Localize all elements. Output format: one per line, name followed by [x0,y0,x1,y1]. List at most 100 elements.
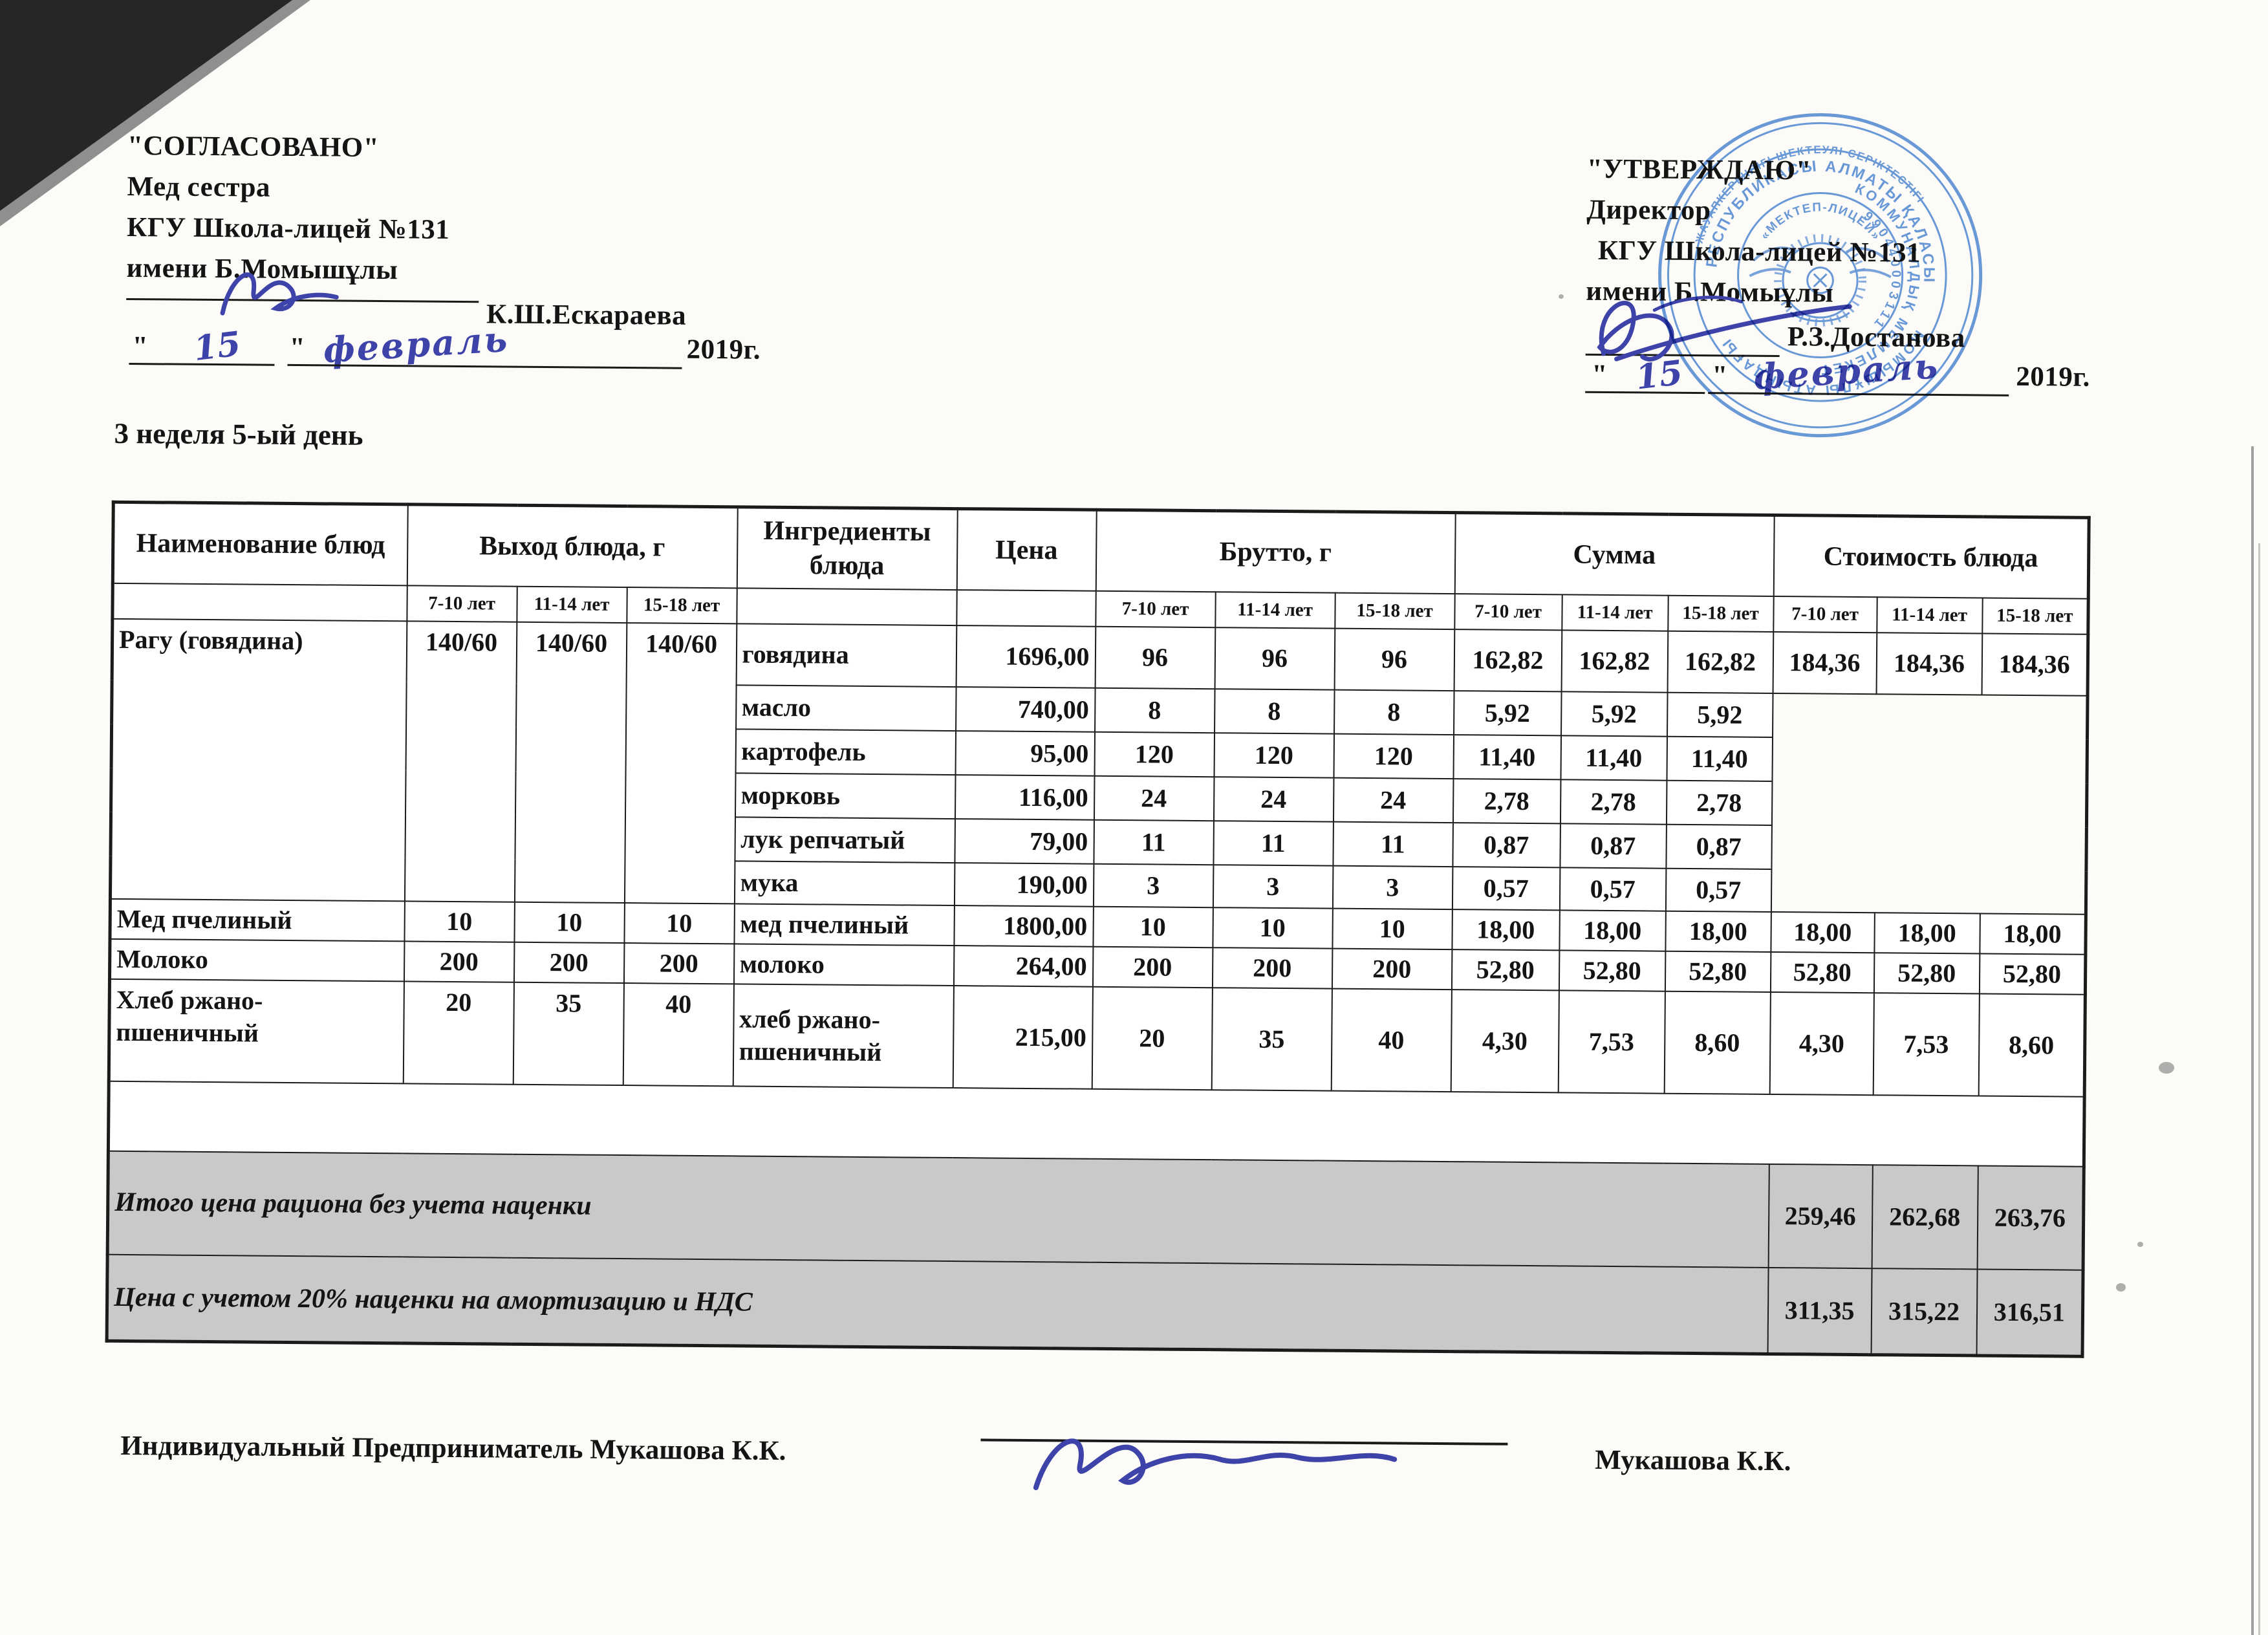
quote-mark: " [289,332,306,363]
age-col-header: 15-18 лет [1334,592,1455,629]
empty-cell [112,583,407,621]
brutto-cell: 120 [1334,733,1454,779]
school-round-stamp: ЖАУАПКЕРШІЛІГІ ШЕКТЕУЛІ СЕРІКТЕСТІГІ РЕС… [1652,107,1983,438]
brutto-cell: 96 [1334,628,1454,691]
column-header-sum: Сумма [1454,512,1775,596]
scan-edge-line [2258,543,2260,1635]
cost-cell: 52,80 [1874,952,1980,994]
price-cell: 190,00 [954,862,1094,907]
cost-cell: 7,53 [1873,992,1980,1096]
sum-cell: 5,92 [1561,691,1668,737]
summary-label: Итого цена рациона без учета наценки [107,1151,1769,1268]
brutto-cell: 11 [1213,820,1334,866]
summary-value: 316,51 [1976,1268,2084,1357]
ingredient-cell: молоко [733,943,954,986]
brutto-cell: 8 [1094,688,1215,733]
brutto-cell: 96 [1095,626,1215,689]
sum-cell: 0,57 [1665,868,1771,912]
brutto-cell: 11 [1332,821,1453,867]
age-col-header: 7-10 лет [1454,593,1562,630]
summary-row-markup: Цена с учетом 20% наценки на амортизацию… [107,1254,2084,1357]
brutto-cell: 3 [1093,863,1213,907]
brutto-cell: 24 [1333,777,1454,823]
price-cell: 79,00 [954,818,1094,864]
summary-value: 311,35 [1767,1267,1872,1355]
ingredient-cell: лук репчатый [734,816,955,863]
output-cell: 140/60 [514,622,627,903]
output-cell: 200 [513,942,624,983]
sum-cell: 0,87 [1665,824,1772,869]
output-cell: 40 [623,982,734,1086]
sum-cell: 0,87 [1559,823,1667,869]
brutto-cell: 200 [1332,948,1452,990]
summary-value: 263,76 [1977,1165,2084,1270]
ingredient-cell: мука [734,860,955,905]
left-handwritten-day: 15 [191,324,243,369]
page-title: 3 неделя 5-ый день [114,417,363,451]
cost-cell: 52,80 [1770,951,1874,993]
sum-cell: 162,82 [1561,629,1668,693]
brutto-cell: 3 [1332,865,1453,909]
ingredient-cell: говядина [736,623,956,687]
summary-label: Цена с учетом 20% наценки на амортизацию… [107,1254,1769,1354]
sum-cell: 0,57 [1559,867,1666,911]
brutto-cell: 200 [1092,946,1213,988]
output-cell: 200 [404,940,514,982]
scan-speck [2116,1283,2126,1292]
age-col-header: 11-14 лет [1561,594,1669,631]
price-cell: 1800,00 [953,905,1094,947]
column-header-dish-name: Наименование блюд [113,502,408,585]
menu-cost-table: Наименование блюд Выход блюда, г Ингреди… [105,500,2091,1358]
scan-speck [1559,294,1564,299]
table-row: Хлеб ржано-пшеничный 20 35 40 хлеб ржано… [109,979,2086,1097]
sum-cell: 2,78 [1666,780,1773,825]
sum-cell: 52,80 [1559,949,1665,991]
entrepreneur-label: Индивидуальный Предприниматель Мукашова … [120,1430,786,1467]
output-cell: 140/60 [624,622,737,904]
ingredient-cell: хлеб ржано-пшеничный [733,983,954,1088]
dish-name-cell: Рагу (говядина) [110,618,407,901]
brutto-cell: 10 [1212,907,1333,949]
quote-mark: " [132,331,149,362]
approval-right-block: "УТВЕРЖДАЮ" Директор КГУ Школа-лицей №13… [3,0,2268,398]
dish-name-cell: Молоко [109,938,404,981]
entrepreneur-name: Мукашова К.К. [1595,1444,1791,1477]
age-col-header: 11-14 лет [1215,591,1335,629]
age-col-header: 11-14 лет [516,586,627,623]
sum-cell: 2,78 [1453,778,1561,823]
dish-name-cell: Хлеб ржано-пшеничный [109,979,404,1083]
empty-cell [956,589,1096,627]
summary-value: 262,68 [1872,1164,1978,1269]
age-col-header: 11-14 лет [1876,596,1983,634]
sum-cell: 0,57 [1452,866,1560,910]
price-cell: 740,00 [955,686,1096,732]
empty-cell [736,587,957,625]
scan-speck [2137,1242,2143,1247]
brutto-cell: 96 [1215,627,1335,690]
brutto-cell: 24 [1094,775,1215,821]
cost-cell: 4,30 [1769,991,1874,1095]
column-header-output: Выход блюда, г [407,504,738,588]
left-signature [220,272,339,316]
brutto-cell: 40 [1331,988,1452,1092]
summary-value: 315,22 [1871,1268,1978,1356]
sum-cell: 52,80 [1665,951,1771,992]
price-cell: 95,00 [955,730,1095,776]
sum-cell: 162,82 [1454,629,1562,691]
left-approval-org1: КГУ Школа-лицей №131 [126,211,450,245]
sum-cell: 18,00 [1559,909,1666,951]
sum-cell: 8,60 [1664,991,1771,1094]
sum-cell: 18,00 [1665,911,1771,952]
output-cell: 10 [513,902,625,943]
left-approval-role: Мед сестра [127,171,271,203]
age-col-header: 7-10 лет [1095,590,1216,627]
left-approval-title: "СОГЛАСОВАНО" [127,130,380,164]
brutto-cell: 10 [1332,908,1453,949]
output-cell: 10 [404,900,515,942]
price-cell: 215,00 [953,985,1093,1089]
output-cell: 140/60 [404,620,517,902]
brutto-cell: 120 [1214,732,1334,778]
cost-cell: 52,80 [1979,953,2086,995]
summary-value: 259,46 [1768,1164,1873,1268]
